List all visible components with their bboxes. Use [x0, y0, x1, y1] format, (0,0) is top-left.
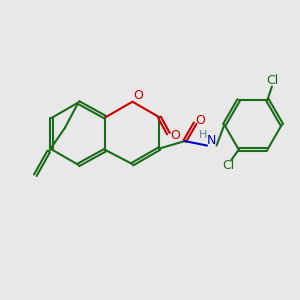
Text: O: O — [133, 89, 143, 102]
Text: O: O — [196, 114, 206, 127]
Text: O: O — [170, 129, 180, 142]
Text: H: H — [199, 130, 208, 140]
Text: N: N — [207, 134, 216, 147]
Text: Cl: Cl — [222, 159, 235, 172]
Text: Cl: Cl — [266, 74, 278, 87]
